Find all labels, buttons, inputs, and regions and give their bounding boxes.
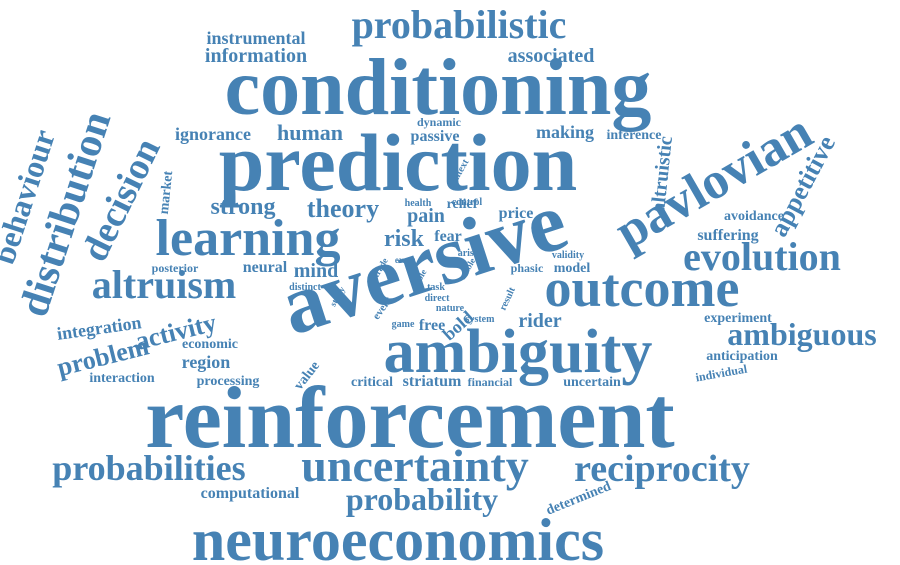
word-error: error <box>395 255 415 265</box>
word-avoidance: avoidance <box>724 209 784 224</box>
word-ambiguous: ambiguous <box>727 316 876 352</box>
word-mind: mind <box>294 260 338 282</box>
word-task: task <box>427 282 445 293</box>
word-relief: relief <box>447 197 478 212</box>
word-phasic: phasic <box>511 261 544 275</box>
word-interaction: interaction <box>89 371 155 386</box>
word-probabilities: probabilities <box>52 448 245 488</box>
word-rider: rider <box>518 310 561 332</box>
word-prediction: prediction <box>219 117 577 208</box>
word-neural: neural <box>243 259 288 276</box>
word-passive: passive <box>411 128 460 145</box>
word-market: market <box>157 170 177 215</box>
word-risk: risk <box>384 226 425 252</box>
word-control: control <box>452 197 483 208</box>
word-information: information <box>205 45 307 67</box>
word-probability: probability <box>346 481 498 517</box>
word-strong: strong <box>211 194 276 220</box>
word-processing: processing <box>197 374 260 389</box>
word-altruism: altruism <box>92 262 236 307</box>
word-theory: theory <box>307 194 379 223</box>
word-anticipation: anticipation <box>706 349 778 364</box>
word-individual: individual <box>694 362 748 385</box>
word-region: region <box>182 352 231 372</box>
word-experiment: experiment <box>704 311 772 326</box>
word-system: system <box>466 314 496 325</box>
word-direct: direct <box>425 293 450 304</box>
word-computational: computational <box>201 485 300 502</box>
word-conditioning: conditioning <box>225 44 652 132</box>
word-instrumental: instrumental <box>207 28 306 48</box>
word-ambiguity: ambiguity <box>384 318 653 386</box>
word-game: game <box>392 319 415 330</box>
word-evolution: evolution <box>683 234 841 279</box>
word-human: human <box>277 120 343 145</box>
word-associated: associated <box>508 45 595 67</box>
word-making: making <box>536 122 594 142</box>
word-free: free <box>419 317 445 334</box>
word-ignorance: ignorance <box>175 124 251 144</box>
word-dynamic: dynamic <box>417 115 462 129</box>
word-model: model <box>554 261 591 276</box>
word-economic: economic <box>182 337 238 352</box>
word-outcome: outcome <box>545 258 740 318</box>
word-fear: fear <box>434 228 462 245</box>
word-suffering: suffering <box>697 227 758 244</box>
word-financial: financial <box>468 375 513 389</box>
word-distinct: distinct <box>289 282 321 293</box>
word-uncertainty: uncertainty <box>301 440 528 491</box>
word-result: result <box>498 285 519 312</box>
word-learning: learning <box>156 210 341 267</box>
word-probabilistic: probabilistic <box>352 2 567 47</box>
word-inference: inference <box>607 128 662 143</box>
word-validity: validity <box>552 250 584 261</box>
word-health: health <box>405 198 432 209</box>
word-pain: pain <box>407 205 445 227</box>
word-posterior: posterior <box>152 261 199 275</box>
word-critical: critical <box>351 375 393 390</box>
word-nature: nature <box>436 303 465 314</box>
word-reciprocity: reciprocity <box>574 448 750 490</box>
word-striatum: striatum <box>403 373 462 390</box>
word-neuroeconomics: neuroeconomics <box>192 507 604 565</box>
word-reinforcement: reinforcement <box>145 370 674 467</box>
word-uncertain: uncertain <box>563 375 621 390</box>
word-arise: arise <box>458 248 479 259</box>
word-price: price <box>499 205 534 222</box>
